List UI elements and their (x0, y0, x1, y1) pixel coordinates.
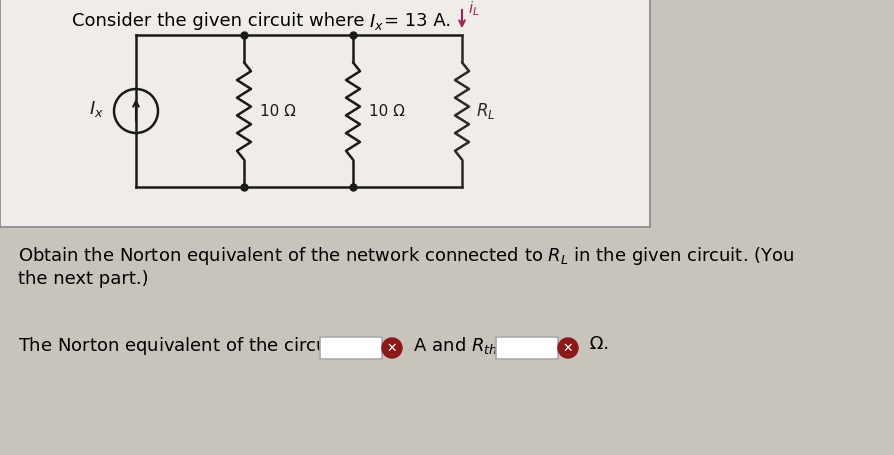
Text: ✕: ✕ (562, 342, 573, 354)
Text: Ω.: Ω. (584, 335, 609, 353)
Bar (320, 337, 382, 359)
Text: $I_x$: $I_x$ (369, 12, 384, 32)
Circle shape (382, 338, 402, 358)
Text: Consider the given circuit where: Consider the given circuit where (72, 12, 370, 30)
Bar (0, 0, 650, 227)
Text: 10 Ω: 10 Ω (260, 103, 296, 118)
Text: $R_L$: $R_L$ (476, 101, 495, 121)
Text: A and $R_{th}$=: A and $R_{th}$= (408, 335, 512, 356)
Text: $i_L$: $i_L$ (468, 0, 479, 18)
Bar (496, 337, 558, 359)
Text: The Norton equivalent of the circuit is $I_N$=: The Norton equivalent of the circuit is … (18, 335, 395, 357)
Text: = 13 A.: = 13 A. (384, 12, 451, 30)
Text: ✕: ✕ (387, 342, 397, 354)
Text: the next part.): the next part.) (18, 270, 148, 288)
Text: 10 Ω: 10 Ω (369, 103, 405, 118)
Text: Obtain the Norton equivalent of the network connected to $R_L$ in the given circ: Obtain the Norton equivalent of the netw… (18, 245, 794, 267)
Text: $I_x$: $I_x$ (89, 99, 104, 119)
Circle shape (558, 338, 578, 358)
